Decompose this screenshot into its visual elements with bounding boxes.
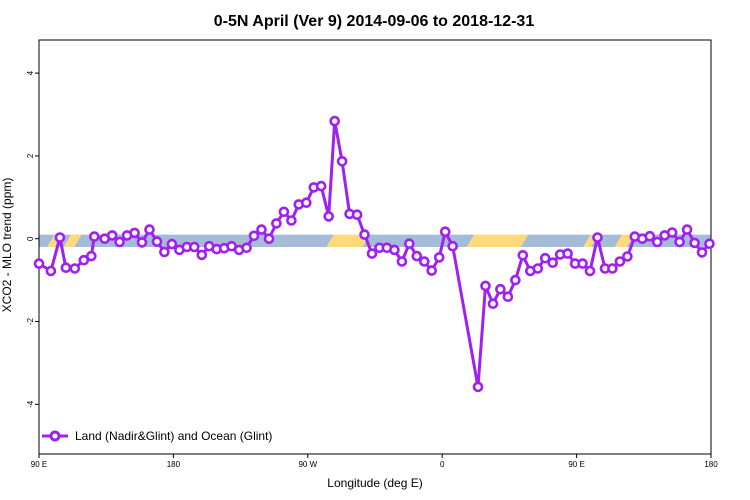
data-point (411, 250, 423, 262)
band-segment-ocean (326, 234, 370, 247)
data-point (439, 226, 451, 237)
y-axis: -4 -2 0 2 4 (26, 70, 39, 408)
data-point (433, 252, 445, 263)
data-point (426, 265, 438, 276)
data-point (517, 250, 529, 261)
data-point (366, 248, 378, 259)
band-segment-land (39, 234, 55, 247)
data-point (487, 298, 499, 310)
data-point (166, 238, 178, 250)
y-axis-label: XCO2 - MLO trend (ppm) (0, 178, 14, 313)
y-tick-label: 2 (26, 153, 35, 158)
data-point (278, 206, 290, 218)
legend-marker (49, 430, 61, 442)
x-tick-label: 90 E (31, 460, 47, 469)
data-point (389, 244, 400, 256)
data-point (359, 229, 370, 240)
data-point (562, 248, 573, 259)
data-point (666, 227, 678, 238)
band-segment-ocean (63, 234, 82, 247)
x-tick-label: 180 (704, 460, 718, 469)
data-point (622, 251, 633, 262)
chart-title: 0-5N April (Ver 9) 2014-09-06 to 2018-12… (214, 13, 535, 30)
data-point (45, 265, 57, 277)
data-point (336, 156, 348, 167)
data-point (674, 236, 685, 248)
y-tick-label: 4 (26, 70, 35, 75)
data-point (78, 254, 90, 266)
data-point (271, 218, 282, 229)
data-point (651, 236, 663, 248)
legend: Land (Nadir&Glint) and Ocean (Glint) (42, 429, 272, 443)
legend-label: Land (Nadir&Glint) and Ocean (Glint) (75, 429, 272, 443)
data-point (644, 230, 656, 242)
data-point (418, 256, 430, 267)
data-point (681, 224, 693, 235)
data-point (54, 232, 66, 243)
data-point (144, 224, 155, 235)
x-tick-label: 180 (167, 460, 181, 469)
x-axis: 90 E 180 90 W 0 90 E 180 (31, 454, 718, 469)
data-point (502, 291, 514, 303)
data-point (696, 247, 708, 258)
data-point (89, 231, 100, 242)
data-point (256, 224, 267, 235)
band-segment-ocean (614, 234, 635, 247)
series (33, 115, 715, 393)
data-point (584, 265, 596, 277)
data-point (151, 236, 163, 247)
data-point (60, 262, 72, 274)
data-point (689, 237, 700, 249)
data-point (196, 249, 208, 261)
y-tick-label: 0 (26, 236, 35, 241)
y-tick-label: -4 (26, 400, 35, 408)
data-point (592, 232, 603, 243)
data-point (323, 211, 335, 222)
x-tick-label: 90 W (298, 460, 317, 469)
data-point (495, 283, 506, 295)
data-point (114, 236, 125, 248)
data-point (396, 256, 408, 267)
x-axis-label: Longitude (deg E) (327, 476, 422, 490)
data-point (241, 242, 252, 254)
x-tick-label: 0 (440, 460, 445, 469)
data-point (300, 197, 312, 208)
data-point (547, 257, 559, 269)
data-point (447, 240, 459, 252)
data-point (248, 230, 260, 242)
data-point (510, 274, 521, 286)
y-tick-label: -2 (26, 317, 35, 325)
data-point (532, 263, 544, 274)
data-point (263, 233, 275, 244)
data-point (607, 263, 618, 274)
band-segment-ocean (466, 234, 529, 247)
data-point (480, 280, 491, 292)
band-segment-land (520, 234, 591, 247)
data-point (577, 258, 588, 269)
data-point (472, 381, 484, 393)
data-point (136, 237, 148, 248)
data-point (106, 230, 118, 241)
data-point (69, 263, 81, 274)
data-point (315, 180, 327, 192)
data-point (403, 238, 415, 249)
data-point (189, 241, 200, 253)
data-point (614, 256, 626, 267)
data-point (539, 252, 551, 264)
data-point (286, 215, 297, 226)
data-point (33, 258, 45, 269)
x-tick-label: 90 E (568, 460, 584, 469)
data-point (86, 250, 97, 262)
series-line (38, 119, 711, 389)
data-point (159, 246, 170, 258)
data-point (129, 227, 140, 239)
data-point (329, 115, 341, 127)
data-point (704, 238, 715, 249)
data-point (351, 209, 363, 220)
